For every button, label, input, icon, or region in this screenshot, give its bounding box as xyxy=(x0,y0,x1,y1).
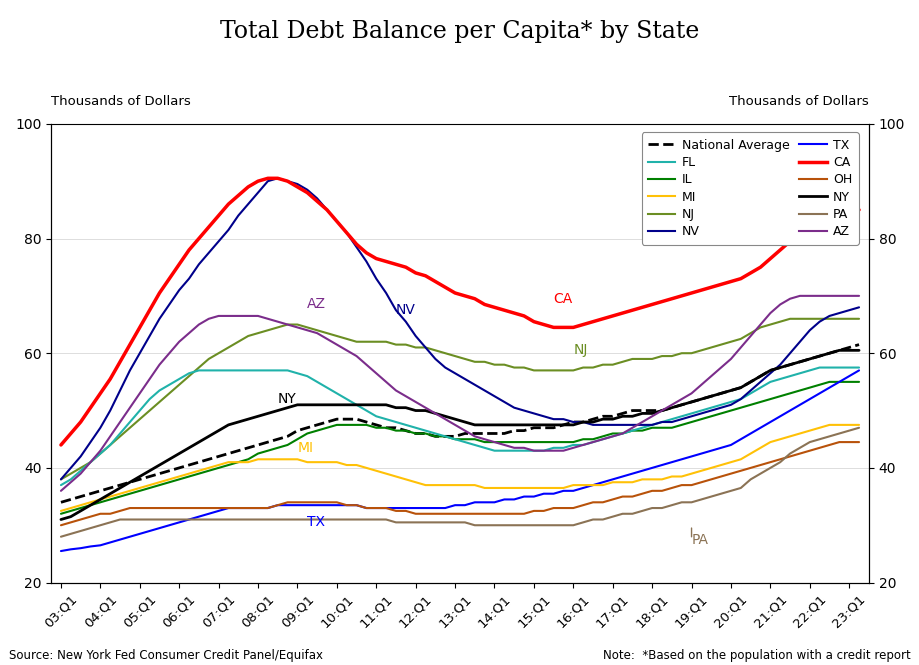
Text: NY: NY xyxy=(278,392,296,406)
Text: NV: NV xyxy=(395,303,415,317)
Text: Thousands of Dollars: Thousands of Dollars xyxy=(729,95,868,108)
Text: Source: New York Fed Consumer Credit Panel/Equifax: Source: New York Fed Consumer Credit Pan… xyxy=(9,648,323,662)
Text: NJ: NJ xyxy=(573,343,587,357)
Text: MI: MI xyxy=(297,441,313,455)
Text: Note:  *Based on the population with a credit report: Note: *Based on the population with a cr… xyxy=(602,648,910,662)
Text: TX: TX xyxy=(307,515,325,529)
Text: CA: CA xyxy=(553,292,573,306)
Text: Total Debt Balance per Capita* by State: Total Debt Balance per Capita* by State xyxy=(220,20,699,43)
Legend: National Average, FL, IL, MI, NJ, NV, TX, CA, OH, NY, PA, AZ: National Average, FL, IL, MI, NJ, NV, TX… xyxy=(641,132,857,245)
Text: PA: PA xyxy=(691,533,708,547)
Text: AZ: AZ xyxy=(307,297,326,311)
Text: Thousands of Dollars: Thousands of Dollars xyxy=(51,95,190,108)
